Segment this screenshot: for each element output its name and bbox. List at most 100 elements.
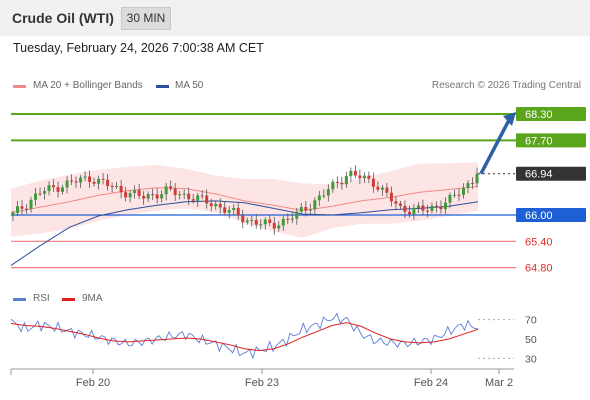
candle: [169, 180, 173, 192]
candle-body: [403, 205, 407, 212]
candle: [47, 181, 51, 196]
candle-body: [79, 177, 83, 183]
candle: [466, 180, 470, 194]
candle: [43, 187, 47, 200]
candle-body: [299, 207, 303, 212]
candle: [353, 165, 357, 179]
price-tag-66-00-label: 66.00: [525, 210, 553, 222]
candle: [70, 174, 74, 186]
price-tag-67-70-bg: [516, 133, 586, 148]
candle: [128, 190, 132, 203]
candle: [349, 167, 353, 183]
candle: [340, 176, 344, 190]
price-tag-67-70-label: 67.70: [525, 135, 553, 147]
candle: [326, 184, 330, 202]
candle-body: [448, 194, 452, 203]
copyright-text: Research © 2026 Trading Central: [431, 80, 581, 91]
candle-body: [349, 170, 353, 177]
candle: [457, 188, 461, 201]
candle: [151, 188, 155, 201]
candle-body: [295, 211, 299, 219]
candle-body: [425, 210, 429, 212]
candle: [38, 187, 42, 197]
candle: [475, 167, 479, 188]
rsi-tick-label-50: 50: [525, 334, 537, 346]
candle: [245, 217, 249, 225]
candle-body: [326, 189, 330, 196]
candle-body: [200, 195, 204, 197]
candle: [88, 170, 92, 189]
candle: [97, 175, 101, 190]
candle-body: [205, 195, 209, 204]
candle-body: [146, 194, 150, 199]
candle-body: [272, 222, 276, 229]
candle: [187, 187, 191, 205]
candle: [290, 212, 294, 224]
candle: [425, 204, 429, 218]
candle-body: [308, 209, 312, 211]
candle-body: [160, 194, 164, 199]
candle-body: [277, 225, 281, 229]
candle: [299, 203, 303, 215]
candle-body: [443, 202, 447, 210]
candle: [34, 187, 38, 206]
candle-body: [106, 179, 110, 187]
candle: [317, 190, 321, 207]
candle-body: [97, 178, 101, 184]
candle: [367, 171, 371, 184]
rsi-tick-label-70: 70: [525, 315, 537, 327]
candle: [241, 209, 245, 229]
candle: [236, 202, 240, 220]
price-tag-66-94-label: 66.94: [525, 169, 553, 181]
candle: [25, 204, 29, 214]
price-tag-65-40-label: 65.40: [525, 236, 553, 248]
rsi-ma-legend-label: 9MA: [82, 293, 103, 304]
timeframe-button[interactable]: 30 MIN: [121, 7, 171, 30]
candle-body: [362, 175, 366, 179]
candle-body: [268, 219, 272, 223]
candle-body: [466, 182, 470, 188]
candle: [286, 213, 290, 225]
candle: [110, 182, 114, 193]
candle: [376, 181, 380, 193]
candle: [205, 189, 209, 209]
candle: [52, 179, 56, 192]
candle: [79, 175, 83, 188]
candle: [398, 200, 402, 210]
ma20-legend-label: MA 20 + Bollinger Bands: [33, 80, 143, 91]
candle: [124, 186, 128, 202]
candle-body: [56, 187, 60, 192]
candle-body: [367, 175, 371, 179]
candle-body: [407, 211, 411, 215]
ma20-swatch: [13, 85, 26, 88]
candle-body: [232, 207, 236, 211]
candle: [263, 217, 267, 230]
candle: [254, 213, 258, 229]
x-tick-label-1: Feb 23: [245, 377, 279, 389]
candle-body: [331, 181, 335, 190]
candle-body: [389, 192, 393, 202]
candle-body: [20, 206, 24, 209]
candle-body: [340, 182, 344, 185]
x-tick-label-3: Mar 2: [485, 377, 513, 389]
candle: [20, 200, 24, 215]
candle-body: [16, 206, 20, 213]
candle: [61, 184, 65, 195]
candle-body: [380, 187, 384, 190]
candle: [209, 198, 213, 212]
candle-body: [70, 180, 74, 182]
candle-body: [290, 218, 294, 220]
candle-body: [61, 187, 65, 192]
candle: [380, 184, 384, 196]
candle: [250, 215, 254, 227]
candle: [182, 189, 186, 200]
candle-body: [29, 199, 33, 209]
chart-header: Crude Oil (WTI) 30 MIN: [0, 0, 590, 36]
candle-body: [241, 215, 245, 223]
candle-body: [452, 194, 456, 196]
candle-body: [25, 208, 29, 210]
candle-body: [187, 193, 191, 200]
candle-body: [47, 185, 51, 192]
candle: [56, 181, 60, 198]
